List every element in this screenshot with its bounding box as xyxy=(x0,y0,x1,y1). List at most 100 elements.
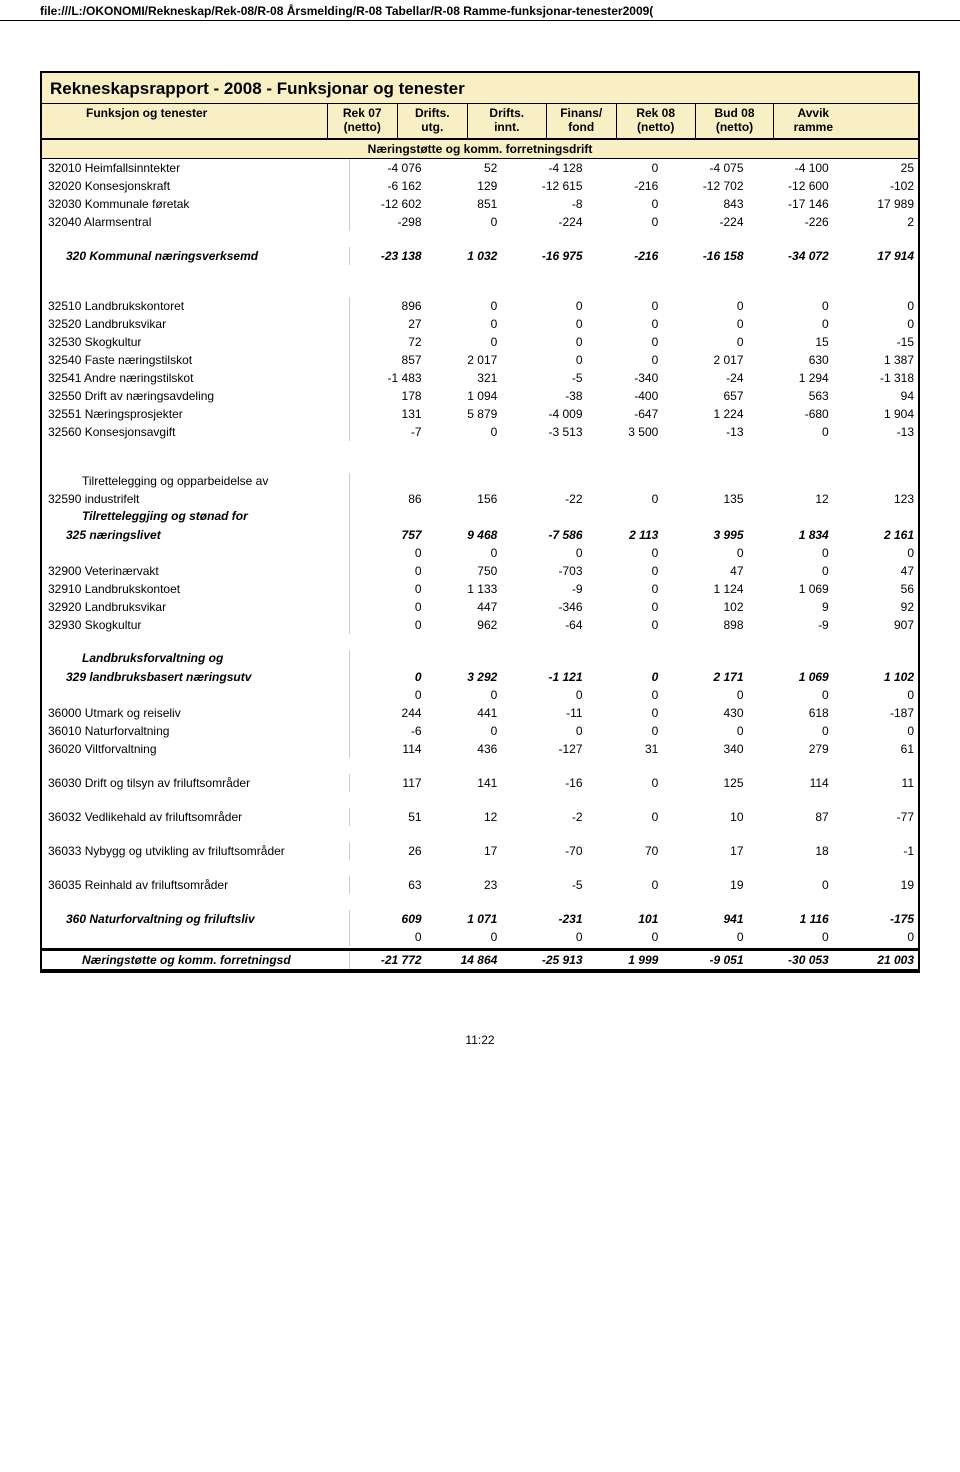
cell: 0 xyxy=(662,928,747,946)
cell: 0 xyxy=(587,598,663,616)
row-label: 325 næringslivet xyxy=(42,526,350,544)
cell: -13 xyxy=(662,423,747,441)
cell: 1 071 xyxy=(426,910,502,928)
cell: 0 xyxy=(662,544,747,562)
table-row: 32551 Næringsprosjekter1315 879-4 009-64… xyxy=(42,405,918,423)
cell: 0 xyxy=(587,928,663,946)
cell: 3 292 xyxy=(426,668,502,686)
cell: 0 xyxy=(833,928,918,946)
cell: 19 xyxy=(662,876,747,894)
cell: 430 xyxy=(662,704,747,722)
cell: 851 xyxy=(426,195,502,213)
cell: -12 615 xyxy=(501,177,586,195)
table-row: 32900 Veterinærvakt0750-703047047 xyxy=(42,562,918,580)
cell: 129 xyxy=(426,177,502,195)
cell: -5 xyxy=(501,876,586,894)
cell: 2 161 xyxy=(833,526,918,544)
spacer-row xyxy=(42,826,918,842)
cell: 0 xyxy=(350,580,426,598)
row-label xyxy=(42,686,350,704)
cell: 0 xyxy=(501,351,586,369)
row-label: 360 Naturforvaltning og friluftsliv xyxy=(42,910,350,928)
row-label: 32550 Drift av næringsavdeling xyxy=(42,387,350,405)
cell: 0 xyxy=(501,297,586,315)
cell: 11 xyxy=(833,774,918,792)
cell: -8 xyxy=(501,195,586,213)
cell: -4 100 xyxy=(748,159,833,177)
col-rek07: Rek 07(netto) xyxy=(327,104,397,138)
cell: 1 116 xyxy=(748,910,833,928)
total-v7: 21 003 xyxy=(833,950,918,970)
row-label: 32551 Næringsprosjekter xyxy=(42,405,350,423)
cell: 1 834 xyxy=(748,526,833,544)
cell: -11 xyxy=(501,704,586,722)
cell: -187 xyxy=(833,704,918,722)
cell: 843 xyxy=(662,195,747,213)
total-v5: -9 051 xyxy=(662,950,747,970)
cell: -4 128 xyxy=(501,159,586,177)
cell: 0 xyxy=(587,544,663,562)
cell: 9 xyxy=(748,598,833,616)
cell: -23 138 xyxy=(350,247,426,265)
cell: 101 xyxy=(587,910,663,928)
cell: -216 xyxy=(587,247,663,265)
row-label: 36032 Vedlikehald av friluftsområder xyxy=(42,808,350,826)
cell: -7 586 xyxy=(501,526,586,544)
cell: 857 xyxy=(350,351,426,369)
cell: 18 xyxy=(748,842,833,860)
spacer-row xyxy=(42,860,918,876)
cell: 1 069 xyxy=(748,668,833,686)
cell: -175 xyxy=(833,910,918,928)
cell: 0 xyxy=(748,297,833,315)
cell: -4 076 xyxy=(350,159,426,177)
cell: -16 xyxy=(501,774,586,792)
cell: 0 xyxy=(350,544,426,562)
cell: 92 xyxy=(833,598,918,616)
cell: 630 xyxy=(748,351,833,369)
cell: 0 xyxy=(662,333,747,351)
col-drifts-innt: Drifts.innt. xyxy=(467,104,546,138)
row-label: 32030 Kommunale føretak xyxy=(42,195,350,213)
cell: 0 xyxy=(501,686,586,704)
report-title: Rekneskapsrapport - 2008 - Funksjonar og… xyxy=(42,73,918,104)
cell: -77 xyxy=(833,808,918,826)
table-row: 32541 Andre næringstilskot-1 483321-5-34… xyxy=(42,369,918,387)
cell: 1 032 xyxy=(426,247,502,265)
cell: -1 318 xyxy=(833,369,918,387)
row-label: 32510 Landbrukskontoret xyxy=(42,297,350,315)
cell: -298 xyxy=(350,213,426,231)
cell: 31 xyxy=(587,740,663,758)
col-funksjon: Funksjon og tenester xyxy=(42,104,327,138)
cell: 156 xyxy=(426,490,502,508)
cell: 86 xyxy=(350,490,426,508)
table-row: 32520 Landbruksvikar27000000 xyxy=(42,315,918,333)
cell: 12 xyxy=(426,808,502,826)
cell: 0 xyxy=(426,544,502,562)
cell: 61 xyxy=(833,740,918,758)
spacer-row xyxy=(42,441,918,457)
cell: -647 xyxy=(587,405,663,423)
cell: 1 133 xyxy=(426,580,502,598)
cell: -127 xyxy=(501,740,586,758)
cell: 0 xyxy=(833,315,918,333)
table-row: 36020 Viltforvaltning114436-127313402796… xyxy=(42,740,918,758)
cell: 17 914 xyxy=(833,247,918,265)
table-row: 32020 Konsesjonskraft-6 162129-12 615-21… xyxy=(42,177,918,195)
cell: -2 xyxy=(501,808,586,826)
cell: 563 xyxy=(748,387,833,405)
cell: 0 xyxy=(587,722,663,740)
row-label: Tilretteleggjing og stønad for xyxy=(42,508,350,526)
cell: 907 xyxy=(833,616,918,634)
cell: 441 xyxy=(426,704,502,722)
cell: -34 072 xyxy=(748,247,833,265)
data-table: 32010 Heimfallsinntekter-4 07652-4 1280-… xyxy=(42,159,918,946)
table-row: 36000 Utmark og reiseliv244441-110430618… xyxy=(42,704,918,722)
col-drifts-utg: Drifts.utg. xyxy=(397,104,467,138)
cell: 0 xyxy=(426,333,502,351)
cell: 1 124 xyxy=(662,580,747,598)
row-label: 36035 Reinhald av friluftsområder xyxy=(42,876,350,894)
table-row: 360 Naturforvaltning og friluftsliv6091 … xyxy=(42,910,918,928)
col-rek08: Rek 08(netto) xyxy=(616,104,695,138)
cell: 26 xyxy=(350,842,426,860)
cell: 0 xyxy=(748,544,833,562)
